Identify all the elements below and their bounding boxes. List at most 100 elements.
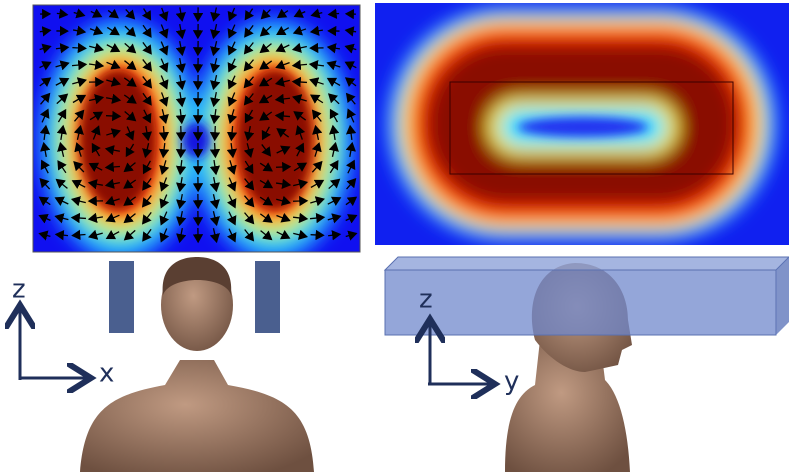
field-arrow: [292, 94, 307, 105]
field-arrow: [57, 160, 67, 174]
field-arrow: [309, 94, 324, 104]
field-arrow: [345, 124, 357, 141]
field-arrow: [104, 178, 120, 189]
field-arrow: [209, 142, 221, 159]
field-arrow: [73, 109, 85, 122]
axis-label: z: [12, 275, 26, 305]
field-arrow: [258, 77, 273, 87]
field-arrow: [123, 162, 136, 173]
field-arrow: [142, 41, 152, 55]
field-arrow: [141, 8, 152, 21]
field-arrow: [259, 196, 273, 206]
field-arrow: [275, 161, 292, 173]
field-arrow: [158, 75, 169, 90]
field-arrow: [293, 229, 309, 240]
field-arrow: [124, 60, 137, 71]
field-arrow: [89, 94, 105, 105]
field-arrow: [124, 42, 137, 54]
field-arrow: [141, 125, 152, 142]
field-arrow: [104, 161, 121, 173]
field-arrow: [159, 228, 170, 243]
field-arrow: [90, 125, 101, 140]
field-arrow: [227, 58, 238, 73]
field-arrow: [243, 42, 254, 55]
field-arrow: [274, 76, 290, 87]
field-arrow: [72, 94, 87, 104]
field-arrow: [243, 195, 255, 208]
field-arrow: [259, 60, 273, 70]
field-arrow: [226, 160, 237, 175]
field-arrow: [309, 77, 324, 88]
field-arrow: [210, 24, 221, 40]
field-arrow: [87, 179, 104, 190]
hair: [162, 257, 232, 295]
field-arrow: [89, 42, 105, 53]
field-arrow: [328, 141, 339, 157]
field-arrow: [106, 59, 121, 70]
field-arrow: [175, 7, 186, 22]
field-arrow: [346, 178, 357, 190]
field-arrow: [227, 7, 238, 22]
field-arrow: [38, 213, 51, 224]
field-arrow: [106, 43, 121, 53]
field-arrow: [345, 230, 358, 241]
field-arrow: [107, 8, 119, 19]
field-arrow: [54, 196, 69, 207]
field-arrow: [244, 178, 255, 191]
field-arrow: [226, 194, 237, 209]
heatmap-xz: [33, 5, 360, 252]
field-arrow: [310, 179, 325, 189]
field-arrow: [292, 212, 309, 224]
field-arrow: [106, 128, 121, 139]
field-arrow: [38, 230, 51, 241]
field-arrow: [159, 211, 170, 226]
field-arrow: [105, 212, 120, 223]
field-arrow: [345, 196, 358, 207]
field-arrow: [227, 109, 238, 124]
field-arrow: [210, 41, 221, 57]
field-arrow: [259, 179, 274, 189]
heatmap-yz: [375, 3, 789, 245]
field-arrow: [276, 8, 289, 19]
field-arrow: [56, 8, 69, 19]
field-arrow: [105, 230, 120, 240]
field-arrow: [55, 60, 70, 71]
field-arrow: [90, 8, 103, 18]
field-arrow: [88, 162, 103, 172]
field-arrow: [311, 160, 323, 173]
field-arrow: [124, 110, 137, 122]
field-arrow: [310, 8, 323, 19]
field-arrow: [125, 8, 136, 20]
field-arrow: [291, 59, 308, 71]
field-arrow: [89, 25, 104, 36]
field-arrow: [259, 162, 273, 172]
field-arrow: [175, 41, 186, 57]
field-arrow: [276, 145, 291, 156]
coil-top: [383, 256, 789, 271]
field-arrow: [260, 230, 273, 241]
field-arrow: [142, 143, 153, 159]
field-arrow: [123, 229, 136, 241]
field-arrow: [73, 161, 85, 173]
field-arrow: [210, 92, 221, 108]
field-arrow: [327, 93, 340, 105]
field-arrow: [71, 179, 86, 189]
field-arrow: [175, 91, 187, 108]
field-arrow: [209, 194, 220, 210]
field-arrow: [244, 212, 255, 225]
field-arrow: [141, 195, 152, 208]
field-arrow: [311, 142, 322, 157]
field-arrow: [142, 160, 152, 175]
field-arrow: [309, 25, 323, 36]
coil-outline: [449, 81, 734, 175]
field-arrow: [276, 212, 291, 223]
field-arrow: [142, 177, 152, 191]
field-arrow: [311, 109, 322, 122]
field-arrow: [158, 7, 169, 22]
field-arrow: [328, 230, 342, 241]
field-arrow: [176, 228, 187, 244]
field-arrow: [259, 43, 272, 54]
axis-label: y: [504, 367, 519, 397]
field-arrow: [39, 43, 52, 54]
field-arrow: [142, 59, 153, 72]
